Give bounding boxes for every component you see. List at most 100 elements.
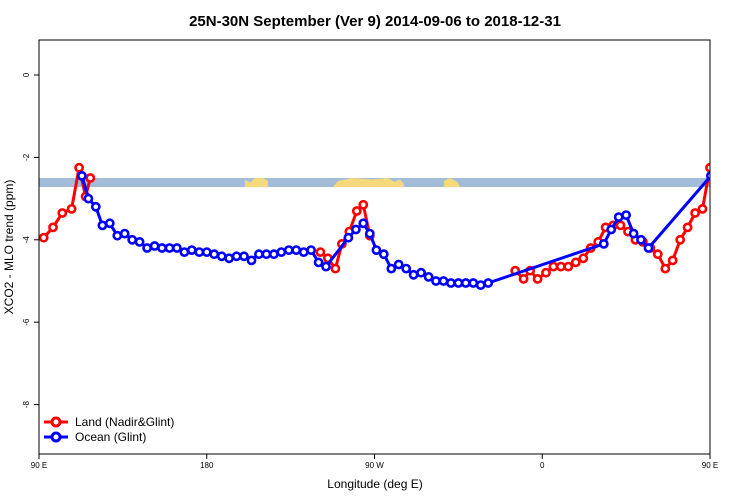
data-point — [408, 269, 419, 280]
strip-land — [333, 178, 404, 188]
data-point — [134, 236, 145, 247]
data-point — [119, 228, 130, 239]
data-point — [364, 228, 375, 239]
data-point — [416, 267, 426, 278]
data-point — [298, 247, 309, 257]
data-point — [598, 238, 609, 249]
data-point — [719, 174, 726, 181]
x-tick-label: 90 W — [365, 461, 384, 470]
data-point — [393, 259, 404, 270]
data-point — [306, 245, 316, 255]
data-point — [350, 224, 361, 235]
data-point — [682, 222, 693, 233]
data-point — [621, 210, 631, 220]
data-point — [613, 212, 624, 222]
data-point — [643, 243, 654, 253]
data-point — [39, 232, 49, 243]
data-point — [90, 201, 101, 212]
series-line — [80, 174, 710, 287]
y-tick-label: -8 — [22, 400, 31, 408]
data-point — [697, 203, 708, 214]
data-point — [171, 243, 182, 253]
data-point — [291, 245, 302, 255]
data-point — [734, 220, 741, 227]
data-point — [423, 271, 434, 282]
x-tick-label: 0 — [540, 461, 545, 470]
y-axis: 0 -2 -4 -6 -8 — [22, 72, 39, 408]
data-point — [460, 278, 471, 288]
data-point — [667, 255, 678, 266]
data-point — [713, 193, 720, 200]
chart-title: 25N-30N September (Ver 9) 2014-09-06 to … — [189, 13, 561, 30]
data-point — [690, 208, 700, 218]
data-point — [313, 257, 324, 268]
data-point — [518, 273, 529, 284]
data-point — [578, 253, 589, 264]
data-point — [548, 261, 559, 272]
x-axis: 90 E 180 90 W 0 90 E — [31, 454, 718, 470]
data-point — [186, 245, 197, 255]
legend-land-label: Land (Nadir&Glint) — [75, 415, 174, 429]
x-tick-label: 90 E — [702, 461, 718, 470]
data-point — [636, 234, 646, 245]
data-point — [438, 276, 449, 286]
x-tick-label: 90 E — [31, 461, 47, 470]
data-point — [104, 218, 115, 229]
y-tick-label: -4 — [22, 236, 31, 244]
data-point — [330, 263, 341, 274]
y-tick-label: 0 — [22, 72, 31, 77]
data-point — [742, 232, 749, 239]
strip-land — [444, 178, 460, 188]
data-point — [85, 173, 96, 183]
data-point — [209, 249, 220, 260]
data-point — [48, 222, 58, 233]
data-point — [660, 263, 671, 274]
data-point — [719, 199, 726, 206]
x-axis-label: Longitude (deg E) — [327, 477, 422, 491]
data-point — [378, 249, 389, 260]
legend-ocean-marker — [50, 431, 62, 443]
data-point — [475, 280, 486, 290]
data-point — [358, 218, 369, 229]
data-point — [351, 206, 362, 216]
data-point — [149, 241, 160, 251]
data-point — [706, 171, 710, 181]
data-point — [224, 253, 234, 264]
data-point — [431, 276, 441, 286]
legend-ocean-label: Ocean (Glint) — [75, 430, 146, 444]
data-point — [276, 247, 287, 257]
series-ocean — [77, 170, 749, 290]
data-point — [343, 232, 354, 243]
data-point — [675, 234, 686, 245]
data-point — [77, 170, 87, 181]
data-point — [386, 263, 397, 274]
data-point — [713, 195, 720, 202]
data-point — [615, 220, 626, 231]
legend-land-marker — [50, 416, 62, 428]
y-tick-label: -2 — [22, 153, 31, 161]
data-point — [239, 251, 249, 262]
data-point — [570, 257, 581, 268]
land-ocean-strip — [39, 178, 710, 188]
data-point — [157, 243, 167, 253]
data-point — [358, 199, 369, 210]
data-point — [66, 203, 77, 214]
data-point — [563, 261, 574, 272]
data-point — [216, 251, 227, 262]
y-tick-label: -6 — [22, 318, 31, 326]
data-point — [727, 222, 734, 229]
data-point — [57, 208, 68, 218]
strip-land — [245, 178, 268, 188]
data-point — [315, 247, 326, 257]
data-point — [606, 224, 617, 235]
data-point — [83, 193, 94, 204]
data-point — [321, 261, 331, 272]
data-point — [652, 249, 663, 260]
data-point — [253, 249, 264, 260]
x-tick-label: 180 — [200, 461, 214, 470]
data-point — [74, 162, 84, 173]
data-point — [371, 245, 382, 255]
y-axis-label: XCO2 - MLO trend (ppm) — [2, 180, 16, 315]
data-point — [194, 247, 205, 257]
